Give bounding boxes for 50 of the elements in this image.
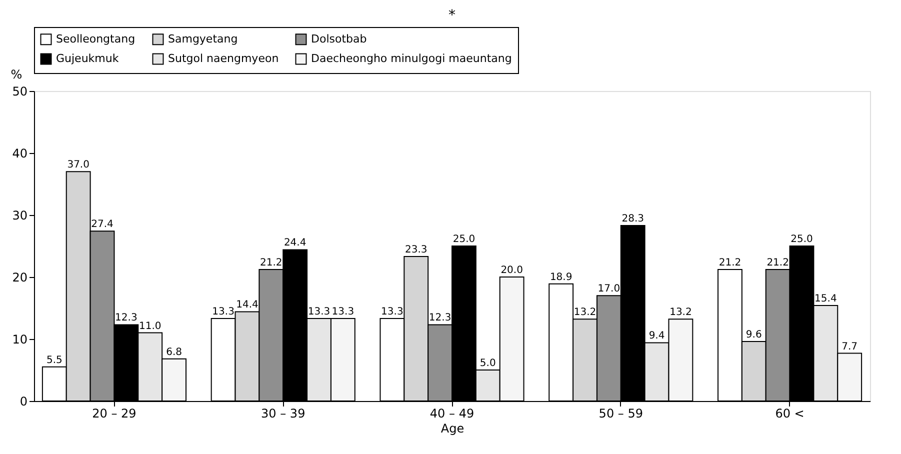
y-axis-title: %	[10, 68, 22, 82]
data-label: 9.4	[648, 330, 665, 342]
data-label: 5.5	[46, 354, 62, 366]
data-label: 14.4	[236, 300, 258, 311]
x-tick-label: 40 – 49	[430, 406, 474, 420]
data-label: 20.0	[500, 265, 523, 276]
data-label: 13.3	[332, 306, 354, 318]
data-label: 25.0	[452, 234, 476, 245]
data-label: 28.3	[622, 214, 644, 225]
data-label: 21.2	[260, 258, 282, 269]
data-label: 12.3	[115, 312, 138, 324]
data-label: 13.3	[212, 306, 234, 318]
legend-label: Seolleongtang	[56, 32, 136, 46]
data-label: 11.0	[138, 320, 162, 332]
data-label: 37.0	[67, 160, 90, 171]
text: *	[448, 8, 456, 24]
legend-label: Dolsotbab	[311, 32, 367, 46]
data-label: 5.0	[480, 358, 496, 369]
data-label: 27.4	[91, 219, 114, 230]
x-tick-label: 50 – 59	[598, 406, 643, 420]
data-label: 13.3	[381, 306, 404, 318]
legend-label: Daecheongho minulgogi maeuntang	[311, 52, 512, 65]
legend-label: Samgyetang	[168, 32, 238, 46]
x-tick-label: 60 <	[775, 406, 804, 420]
legend-label: Gujeukmuk	[56, 52, 120, 65]
data-label: 17.0	[598, 284, 620, 295]
data-label: 12.3	[428, 312, 452, 324]
data-label: 23.3	[404, 244, 428, 256]
y-tick-label: 20	[12, 270, 28, 284]
data-label: 25.0	[790, 234, 813, 245]
data-label: 13.3	[308, 306, 330, 318]
data-label: 9.6	[746, 329, 762, 340]
y-tick-label: 30	[12, 208, 28, 222]
data-label: 13.2	[670, 307, 692, 318]
data-label: 24.4	[284, 238, 306, 249]
y-tick-label: 50	[12, 84, 28, 98]
data-label: 21.2	[718, 258, 742, 269]
data-label: 7.7	[842, 341, 858, 352]
y-tick-label: 10	[12, 332, 28, 346]
data-label: 18.9	[550, 272, 572, 283]
data-label: 13.2	[574, 307, 596, 318]
y-tick-label: 0	[20, 394, 28, 408]
x-axis-title: Age	[440, 422, 464, 436]
data-label: 6.8	[166, 346, 182, 358]
data-label: 15.4	[814, 294, 837, 305]
x-tick-label: 20 – 29	[92, 406, 136, 420]
x-tick-label: 30 – 39	[261, 406, 306, 420]
legend-label: Sutgol naengmyeon	[168, 52, 279, 65]
data-label: 21.2	[766, 258, 789, 269]
y-tick-label: 40	[12, 146, 28, 160]
